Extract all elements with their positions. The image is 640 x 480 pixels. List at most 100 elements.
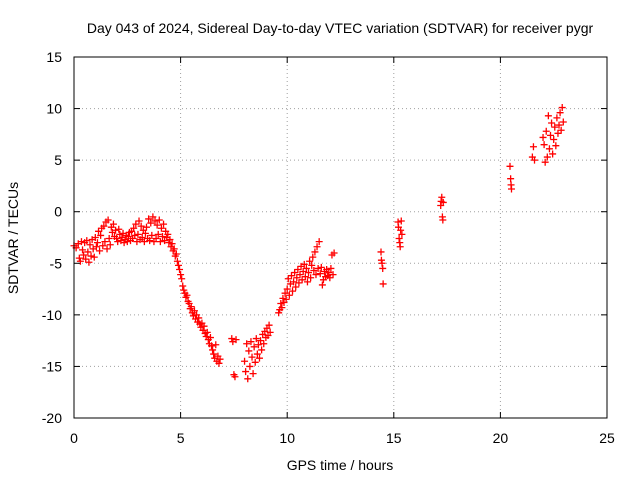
data-point-marker: [308, 261, 316, 269]
data-point-marker: [138, 234, 146, 241]
y-tick-label: -20: [42, 410, 62, 426]
x-tick-label: 5: [177, 430, 185, 446]
data-point-marker: [103, 245, 111, 253]
data-point-marker: [396, 243, 404, 251]
data-point-marker: [318, 281, 326, 289]
y-tick-label: -10: [42, 307, 62, 323]
data-point-marker: [166, 236, 174, 244]
data-point-marker: [210, 350, 218, 358]
data-point-marker: [540, 141, 548, 149]
data-point-marker: [173, 257, 181, 265]
data-point-marker: [179, 282, 187, 290]
y-tick-label: 5: [54, 152, 62, 168]
data-points: [70, 104, 567, 383]
data-point-marker: [506, 162, 514, 170]
data-point-marker: [84, 248, 92, 256]
y-axis-title: SDTVAR / TECUs: [5, 182, 21, 294]
data-point-marker: [313, 243, 321, 251]
data-point-marker: [439, 216, 447, 224]
y-tick-label: 0: [54, 204, 62, 220]
data-point-marker: [248, 353, 256, 361]
data-point-marker: [255, 354, 263, 362]
data-point-marker: [209, 346, 217, 354]
data-point-marker: [80, 251, 88, 259]
data-point-marker: [253, 350, 261, 358]
data-point-marker: [96, 247, 104, 255]
data-point-marker: [115, 225, 123, 233]
data-point-marker: [93, 239, 101, 247]
data-point-marker: [554, 129, 562, 137]
data-point-marker: [140, 238, 148, 246]
data-point-marker: [558, 104, 566, 112]
data-point-marker: [314, 264, 322, 272]
data-point-marker: [151, 217, 159, 225]
data-point-marker: [120, 239, 128, 247]
data-point-marker: [176, 265, 184, 273]
data-point-marker: [148, 231, 156, 239]
data-point-marker: [145, 215, 153, 223]
data-point-marker: [154, 230, 162, 238]
data-point-marker: [113, 235, 121, 243]
data-point-marker: [87, 252, 95, 260]
data-point-marker: [101, 238, 109, 246]
data-point-marker: [553, 114, 561, 122]
data-point-marker: [266, 328, 274, 336]
data-point-marker: [142, 223, 150, 231]
x-axis-title: GPS time / hours: [287, 457, 394, 473]
data-point-marker: [559, 118, 567, 126]
data-point-marker: [243, 340, 251, 348]
data-point-marker: [257, 337, 265, 345]
data-point-marker: [547, 131, 555, 139]
data-point-marker: [92, 243, 100, 251]
data-point-marker: [397, 217, 405, 225]
x-tick-label: 0: [70, 430, 78, 446]
data-point-marker: [299, 268, 307, 276]
data-point-marker: [285, 291, 293, 299]
data-point-marker: [123, 238, 131, 246]
data-point-marker: [245, 347, 253, 355]
data-point-marker: [105, 235, 113, 243]
data-point-marker: [303, 278, 311, 286]
x-tick-label: 25: [599, 430, 615, 446]
data-point-marker: [91, 234, 99, 241]
data-point-marker: [539, 133, 547, 141]
data-point-marker: [147, 219, 155, 227]
data-point-marker: [177, 271, 185, 279]
data-point-marker: [231, 373, 239, 381]
data-point-marker: [277, 300, 285, 308]
data-point-marker: [203, 328, 211, 336]
plot-area-border: [73, 56, 608, 419]
data-point-marker: [134, 230, 142, 238]
data-point-marker: [90, 253, 98, 261]
data-point-marker: [543, 153, 551, 161]
data-point-marker: [250, 343, 258, 351]
data-point-marker: [258, 346, 266, 354]
data-point-marker: [265, 321, 273, 329]
data-point-marker: [542, 127, 550, 135]
data-point-marker: [275, 309, 283, 317]
data-point-marker: [174, 261, 182, 269]
axis-ticks: [73, 56, 608, 419]
data-point-marker: [178, 275, 186, 283]
data-point-marker: [152, 235, 160, 243]
data-point-marker: [164, 230, 172, 238]
data-point-marker: [158, 232, 166, 240]
data-point-marker: [254, 341, 262, 349]
y-tick-label: -5: [50, 255, 63, 271]
data-point-marker: [377, 248, 385, 256]
data-point-marker: [327, 264, 335, 272]
data-point-marker: [244, 375, 252, 383]
data-point-marker: [326, 274, 334, 282]
data-point-marker: [330, 249, 338, 257]
grid-lines: [74, 57, 607, 418]
data-point-marker: [310, 267, 318, 275]
data-point-marker: [95, 227, 103, 235]
y-tick-label: 15: [46, 49, 62, 65]
data-point-marker: [283, 285, 291, 293]
data-point-marker: [156, 238, 164, 246]
data-point-marker: [168, 240, 176, 248]
data-point-marker: [541, 158, 549, 166]
data-point-marker: [77, 238, 85, 246]
data-point-marker: [249, 370, 257, 378]
data-point-marker: [180, 286, 188, 294]
